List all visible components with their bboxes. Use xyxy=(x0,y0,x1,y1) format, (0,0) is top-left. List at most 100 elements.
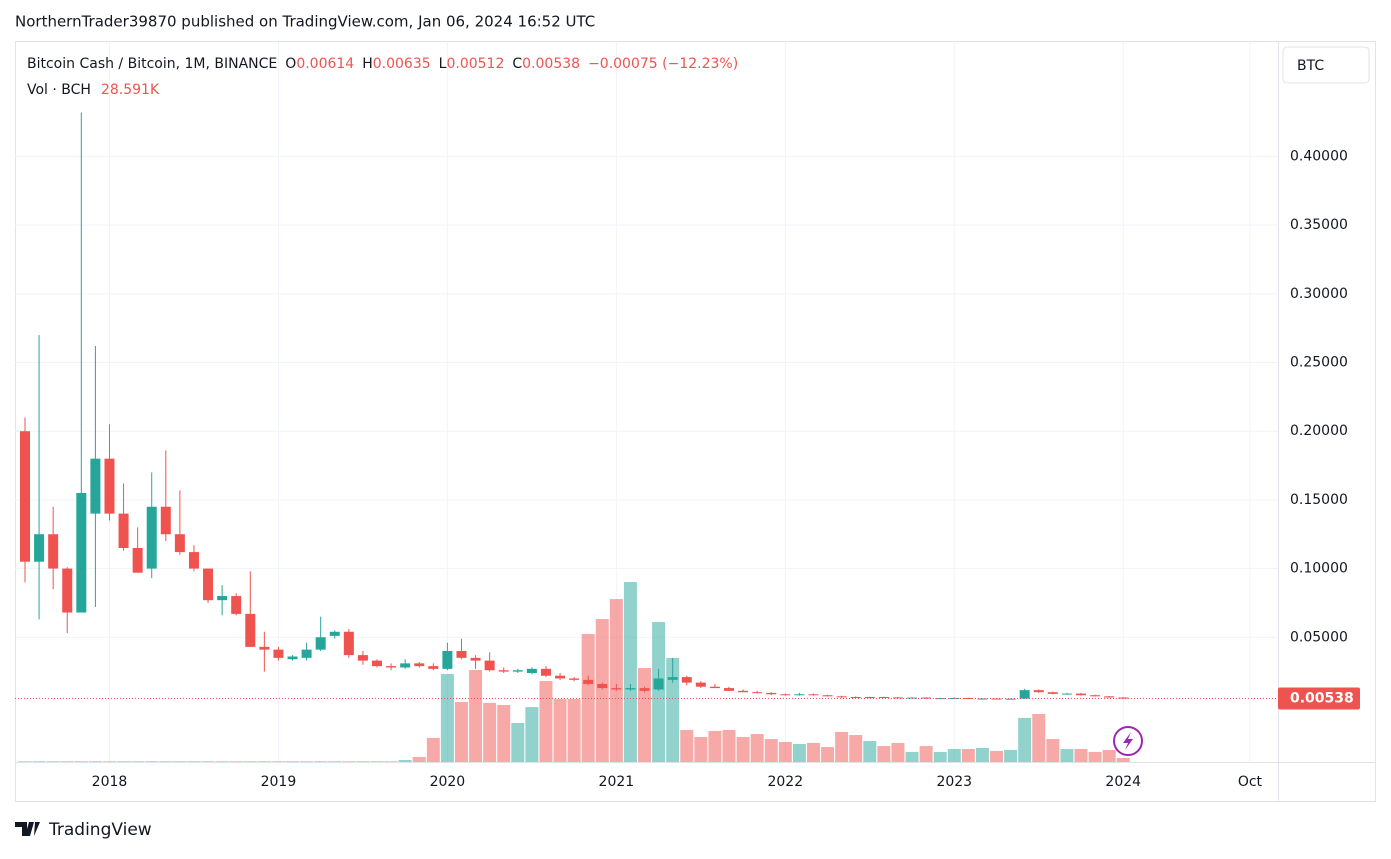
candle-body xyxy=(76,493,87,613)
volume-bar xyxy=(384,761,398,762)
volume-bar xyxy=(1060,748,1074,762)
y-tick-label: 0.35000 xyxy=(1290,217,1348,233)
legend-value: 0.00614 xyxy=(296,56,354,72)
volume-bar xyxy=(567,699,581,762)
volume-bar xyxy=(595,619,609,762)
volume-bar xyxy=(159,761,173,762)
candle-body xyxy=(836,696,847,698)
candle-body xyxy=(104,458,115,514)
volume-bar xyxy=(131,761,145,762)
volume-bar xyxy=(1046,739,1060,762)
legend-key: O xyxy=(285,56,296,72)
x-tick-label: 2022 xyxy=(767,774,803,790)
candle-body xyxy=(343,631,354,656)
volume-bar xyxy=(440,674,454,762)
volume-bar xyxy=(426,737,440,762)
volume-bar xyxy=(581,634,595,762)
legend-value: 0.00635 xyxy=(373,56,431,72)
volume-bar xyxy=(511,722,525,762)
x-tick-label: 2024 xyxy=(1105,774,1141,790)
volume-bar xyxy=(905,751,919,762)
candle-body xyxy=(695,682,706,687)
volume-bar xyxy=(722,729,736,762)
candle-body xyxy=(287,656,298,660)
x-tick-label: 2021 xyxy=(599,774,635,790)
volume-bar xyxy=(806,742,820,762)
volume-bar xyxy=(623,582,637,762)
currency-label[interactable]: BTC xyxy=(1297,58,1324,74)
candle-body xyxy=(372,660,382,667)
volume-bar xyxy=(18,761,32,762)
y-tick-label: 0.25000 xyxy=(1290,355,1348,371)
volume-bar xyxy=(1004,749,1018,762)
volume-bar xyxy=(300,761,314,762)
candle-body xyxy=(1118,697,1129,699)
candle-body xyxy=(442,650,453,669)
candle-body xyxy=(174,534,185,553)
volume-bar xyxy=(32,761,46,762)
candle-body xyxy=(512,670,523,672)
candle-body xyxy=(62,568,73,613)
volume-bar xyxy=(469,669,483,762)
volume-bar xyxy=(553,699,567,762)
volume-bar xyxy=(1032,714,1046,762)
volume-bar xyxy=(60,761,74,762)
candle-body xyxy=(681,677,692,683)
candle-body xyxy=(132,547,143,573)
volume-bar xyxy=(1102,749,1116,762)
volume-bar xyxy=(652,622,666,762)
candle-body xyxy=(470,657,481,661)
volume-bar xyxy=(849,735,863,762)
last-price-badge xyxy=(1278,687,1360,710)
volume-bar xyxy=(975,748,989,762)
legend-value: 0.00512 xyxy=(446,56,504,72)
volume-bar xyxy=(609,599,623,762)
candle-body xyxy=(878,697,889,699)
candle-body xyxy=(555,675,566,679)
candle-body xyxy=(90,458,101,514)
volume-bar xyxy=(877,746,891,762)
candle-body xyxy=(357,655,368,661)
volume-bar xyxy=(314,761,328,762)
volume-bar xyxy=(821,747,835,762)
volume-bar xyxy=(947,748,961,762)
candle-body xyxy=(794,694,805,696)
legend-key: C xyxy=(512,56,522,72)
candle-body xyxy=(1090,695,1101,697)
candle-body xyxy=(738,690,749,693)
volume-bar xyxy=(88,761,102,762)
volume-bar xyxy=(666,657,680,762)
volume-bar xyxy=(229,761,243,762)
volume-bar xyxy=(187,761,201,762)
candle-body xyxy=(329,631,340,636)
candle-body xyxy=(709,686,720,689)
candle-body xyxy=(977,698,988,700)
legend-key: H xyxy=(362,56,373,72)
y-tick-label: 0.40000 xyxy=(1290,148,1348,164)
volume-bar xyxy=(736,736,750,762)
volume-bar xyxy=(680,729,694,762)
volume-bar xyxy=(173,761,187,762)
volume-bar xyxy=(961,748,975,762)
volume-bar xyxy=(933,751,947,762)
volume-bar xyxy=(102,761,116,762)
candle-body xyxy=(1061,693,1072,695)
volume-bar xyxy=(919,746,933,762)
candle-body xyxy=(160,506,171,535)
candle-body xyxy=(822,695,833,697)
x-tick-label: 2018 xyxy=(92,774,128,790)
volume-bar xyxy=(835,731,849,762)
volume-bar xyxy=(750,734,764,762)
candle-body xyxy=(569,678,580,680)
candle-body xyxy=(188,552,199,569)
volume-bar xyxy=(370,761,384,762)
currency-button[interactable] xyxy=(1282,46,1370,84)
candle-body xyxy=(921,697,932,699)
candle-body xyxy=(301,649,312,658)
volume-bar xyxy=(286,761,300,762)
candle-body xyxy=(498,670,509,672)
candle-body xyxy=(625,688,636,690)
volume-bar xyxy=(454,702,468,762)
candle-body xyxy=(386,666,397,668)
